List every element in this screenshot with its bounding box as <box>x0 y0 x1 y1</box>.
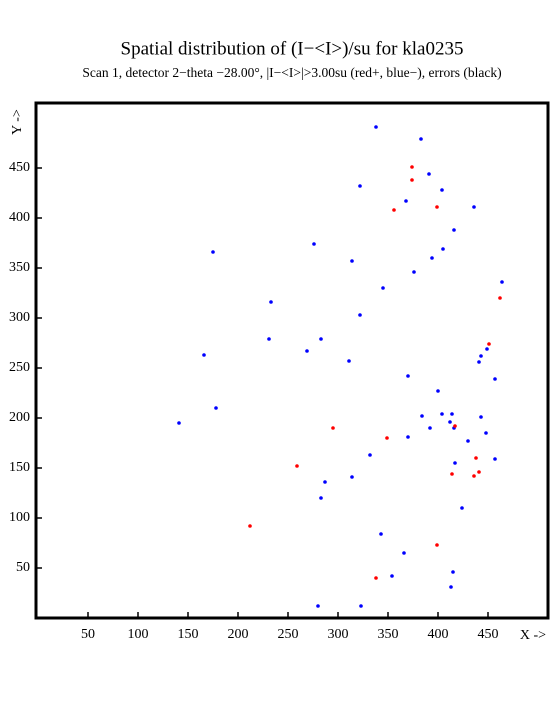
y-tick-label: 450 <box>9 160 30 175</box>
y-tick-label: 150 <box>9 460 30 475</box>
x-tick-label: 300 <box>328 627 349 642</box>
x-tick-label: 250 <box>278 627 299 642</box>
point <box>319 337 323 341</box>
point <box>449 585 453 589</box>
y-tick-label: 50 <box>16 560 30 575</box>
point <box>487 342 491 346</box>
point <box>323 480 327 484</box>
point <box>452 228 456 232</box>
point <box>368 453 372 457</box>
point <box>319 496 323 500</box>
point <box>305 349 309 353</box>
point <box>406 435 410 439</box>
point <box>472 205 476 209</box>
point <box>402 551 406 555</box>
point <box>248 524 252 528</box>
point <box>453 424 457 428</box>
point <box>390 574 394 578</box>
point <box>419 137 423 141</box>
point <box>435 543 439 547</box>
point <box>312 242 316 246</box>
point <box>331 426 335 430</box>
point <box>427 172 431 176</box>
point <box>436 389 440 393</box>
point <box>493 457 497 461</box>
point <box>500 280 504 284</box>
point <box>440 412 444 416</box>
y-tick-label: 350 <box>9 260 30 275</box>
y-axis-label: Y -> <box>10 109 25 135</box>
point <box>404 199 408 203</box>
point <box>410 178 414 182</box>
point <box>269 300 273 304</box>
point <box>295 464 299 468</box>
point <box>485 347 489 351</box>
point <box>451 570 455 574</box>
point <box>381 286 385 290</box>
point <box>359 604 363 608</box>
point <box>379 532 383 536</box>
x-tick-label: 200 <box>228 627 249 642</box>
point <box>441 247 445 251</box>
point <box>410 165 414 169</box>
point <box>477 470 481 474</box>
point <box>358 313 362 317</box>
point <box>453 461 457 465</box>
point <box>420 414 424 418</box>
point <box>350 259 354 263</box>
x-tick-label: 350 <box>378 627 399 642</box>
y-tick-label: 300 <box>9 310 30 325</box>
point <box>479 354 483 358</box>
y-tick-label: 100 <box>9 510 30 525</box>
chart-title: Spatial distribution of (I−<I>)/su for k… <box>121 38 464 59</box>
x-tick-label: 450 <box>478 627 499 642</box>
point <box>412 270 416 274</box>
point <box>466 439 470 443</box>
x-axis-label: X -> <box>520 628 546 643</box>
point <box>358 184 362 188</box>
chart-subtitle: Scan 1, detector 2−theta −28.00°, |I−<I>… <box>82 65 501 80</box>
point <box>202 353 206 357</box>
point <box>211 250 215 254</box>
x-tick-label: 400 <box>428 627 449 642</box>
plot-frame <box>34 101 550 620</box>
point <box>472 474 476 478</box>
point <box>430 256 434 260</box>
y-tick-label: 400 <box>9 210 30 225</box>
point <box>448 420 452 424</box>
x-tick-label: 50 <box>81 627 95 642</box>
point <box>428 426 432 430</box>
point <box>493 377 497 381</box>
point <box>460 506 464 510</box>
point <box>435 205 439 209</box>
y-tick-label: 200 <box>9 410 30 425</box>
point <box>392 208 396 212</box>
point <box>374 125 378 129</box>
point <box>484 431 488 435</box>
point <box>450 412 454 416</box>
point <box>350 475 354 479</box>
point <box>450 472 454 476</box>
point <box>347 359 351 363</box>
point <box>479 415 483 419</box>
point <box>177 421 181 425</box>
point <box>498 296 502 300</box>
point <box>406 374 410 378</box>
x-tick-label: 150 <box>178 627 199 642</box>
point <box>385 436 389 440</box>
point <box>374 576 378 580</box>
point <box>440 188 444 192</box>
point <box>214 406 218 410</box>
point <box>477 360 481 364</box>
y-tick-label: 250 <box>9 360 30 375</box>
x-tick-label: 100 <box>128 627 149 642</box>
point <box>316 604 320 608</box>
point <box>474 456 478 460</box>
point <box>267 337 271 341</box>
